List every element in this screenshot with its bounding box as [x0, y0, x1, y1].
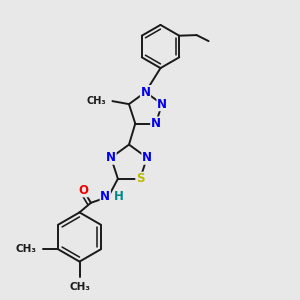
Text: N: N [151, 117, 161, 130]
Text: N: N [142, 151, 152, 164]
Text: CH₃: CH₃ [69, 282, 90, 292]
Text: N: N [106, 151, 116, 164]
Text: S: S [136, 172, 144, 185]
Text: CH₃: CH₃ [87, 95, 106, 106]
Text: N: N [100, 190, 110, 203]
Text: CH₃: CH₃ [16, 244, 37, 254]
Text: N: N [157, 98, 167, 111]
Text: H: H [114, 190, 124, 203]
Text: O: O [78, 184, 88, 197]
Text: N: N [140, 85, 151, 99]
